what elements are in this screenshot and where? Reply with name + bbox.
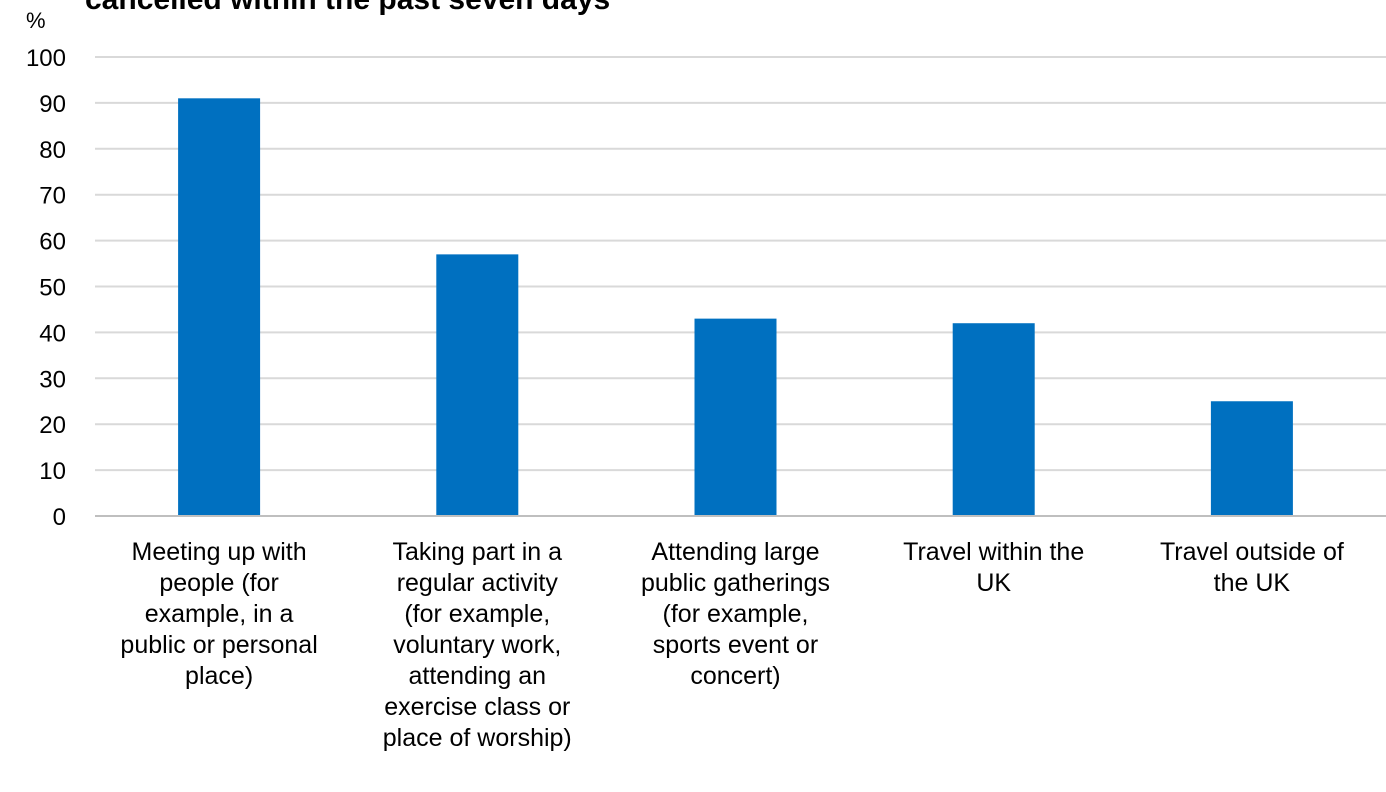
x-tick-label: Attending large public gatherings (for exa… <box>606 537 864 692</box>
x-tick-label-line: place of worship) <box>382 724 572 752</box>
x-tick-label-line: attending an <box>408 662 547 690</box>
x-tick-label: Meeting up with people (for example, in a p… <box>90 537 348 692</box>
x-tick-label-line: example, in a <box>144 600 294 628</box>
x-tick-label-line: regular activity <box>396 569 558 597</box>
y-tick-label: 80 <box>39 137 66 164</box>
x-tick-label-line: Attending large <box>651 538 820 566</box>
x-tick-label-line: sports event or <box>652 631 819 659</box>
y-tick-label: 90 <box>39 91 66 118</box>
bar <box>952 323 1035 516</box>
y-tick-label: 70 <box>39 183 66 210</box>
x-tick-label-line: Taking part in a <box>392 538 563 566</box>
y-tick-label: 10 <box>39 458 66 485</box>
x-tick-label-line: (for example, <box>662 600 809 628</box>
y-axis-unit-label: % <box>26 8 46 33</box>
y-tick-label: 60 <box>39 229 66 256</box>
bar <box>436 254 519 516</box>
y-tick-label: 100 <box>26 45 66 72</box>
x-tick-label-line: public or personal <box>120 631 318 659</box>
bar <box>694 318 777 516</box>
bar <box>178 98 261 516</box>
x-tick-label-line: exercise class or <box>384 693 571 721</box>
x-tick-label: Travel within the UK <box>865 537 1123 599</box>
y-tick-label: 30 <box>39 366 66 393</box>
x-tick-label-line: UK <box>976 569 1012 597</box>
x-tick-label-line: public gatherings <box>640 569 830 597</box>
bars <box>178 98 1293 516</box>
x-tick-label-line: voluntary work, <box>393 631 562 659</box>
y-tick-label: 50 <box>39 275 66 302</box>
x-tick-label-line: people (for <box>159 569 279 597</box>
bar <box>1210 401 1293 516</box>
x-tick-label-line: the UK <box>1213 569 1291 597</box>
x-tick-label: Travel outside of the UK <box>1123 537 1381 599</box>
x-tick-label-line: (for example, <box>404 600 551 628</box>
x-tick-label-line: Meeting up with <box>131 538 307 566</box>
x-tick-label-line: Travel within the <box>903 538 1085 566</box>
x-tick-label-line: Travel outside of <box>1159 538 1344 566</box>
y-tick-label: 40 <box>39 320 66 347</box>
y-axis-ticks: 0 10 20 30 40 50 60 70 80 90 100 <box>26 45 66 531</box>
y-tick-label: 20 <box>39 412 66 439</box>
x-tick-label: Taking part in a regular activity (for exa… <box>348 537 606 754</box>
x-tick-label-line: place) <box>185 662 254 690</box>
x-tick-label-line: concert) <box>690 662 781 690</box>
y-tick-label: 0 <box>53 504 66 531</box>
gridlines <box>95 56 1386 472</box>
